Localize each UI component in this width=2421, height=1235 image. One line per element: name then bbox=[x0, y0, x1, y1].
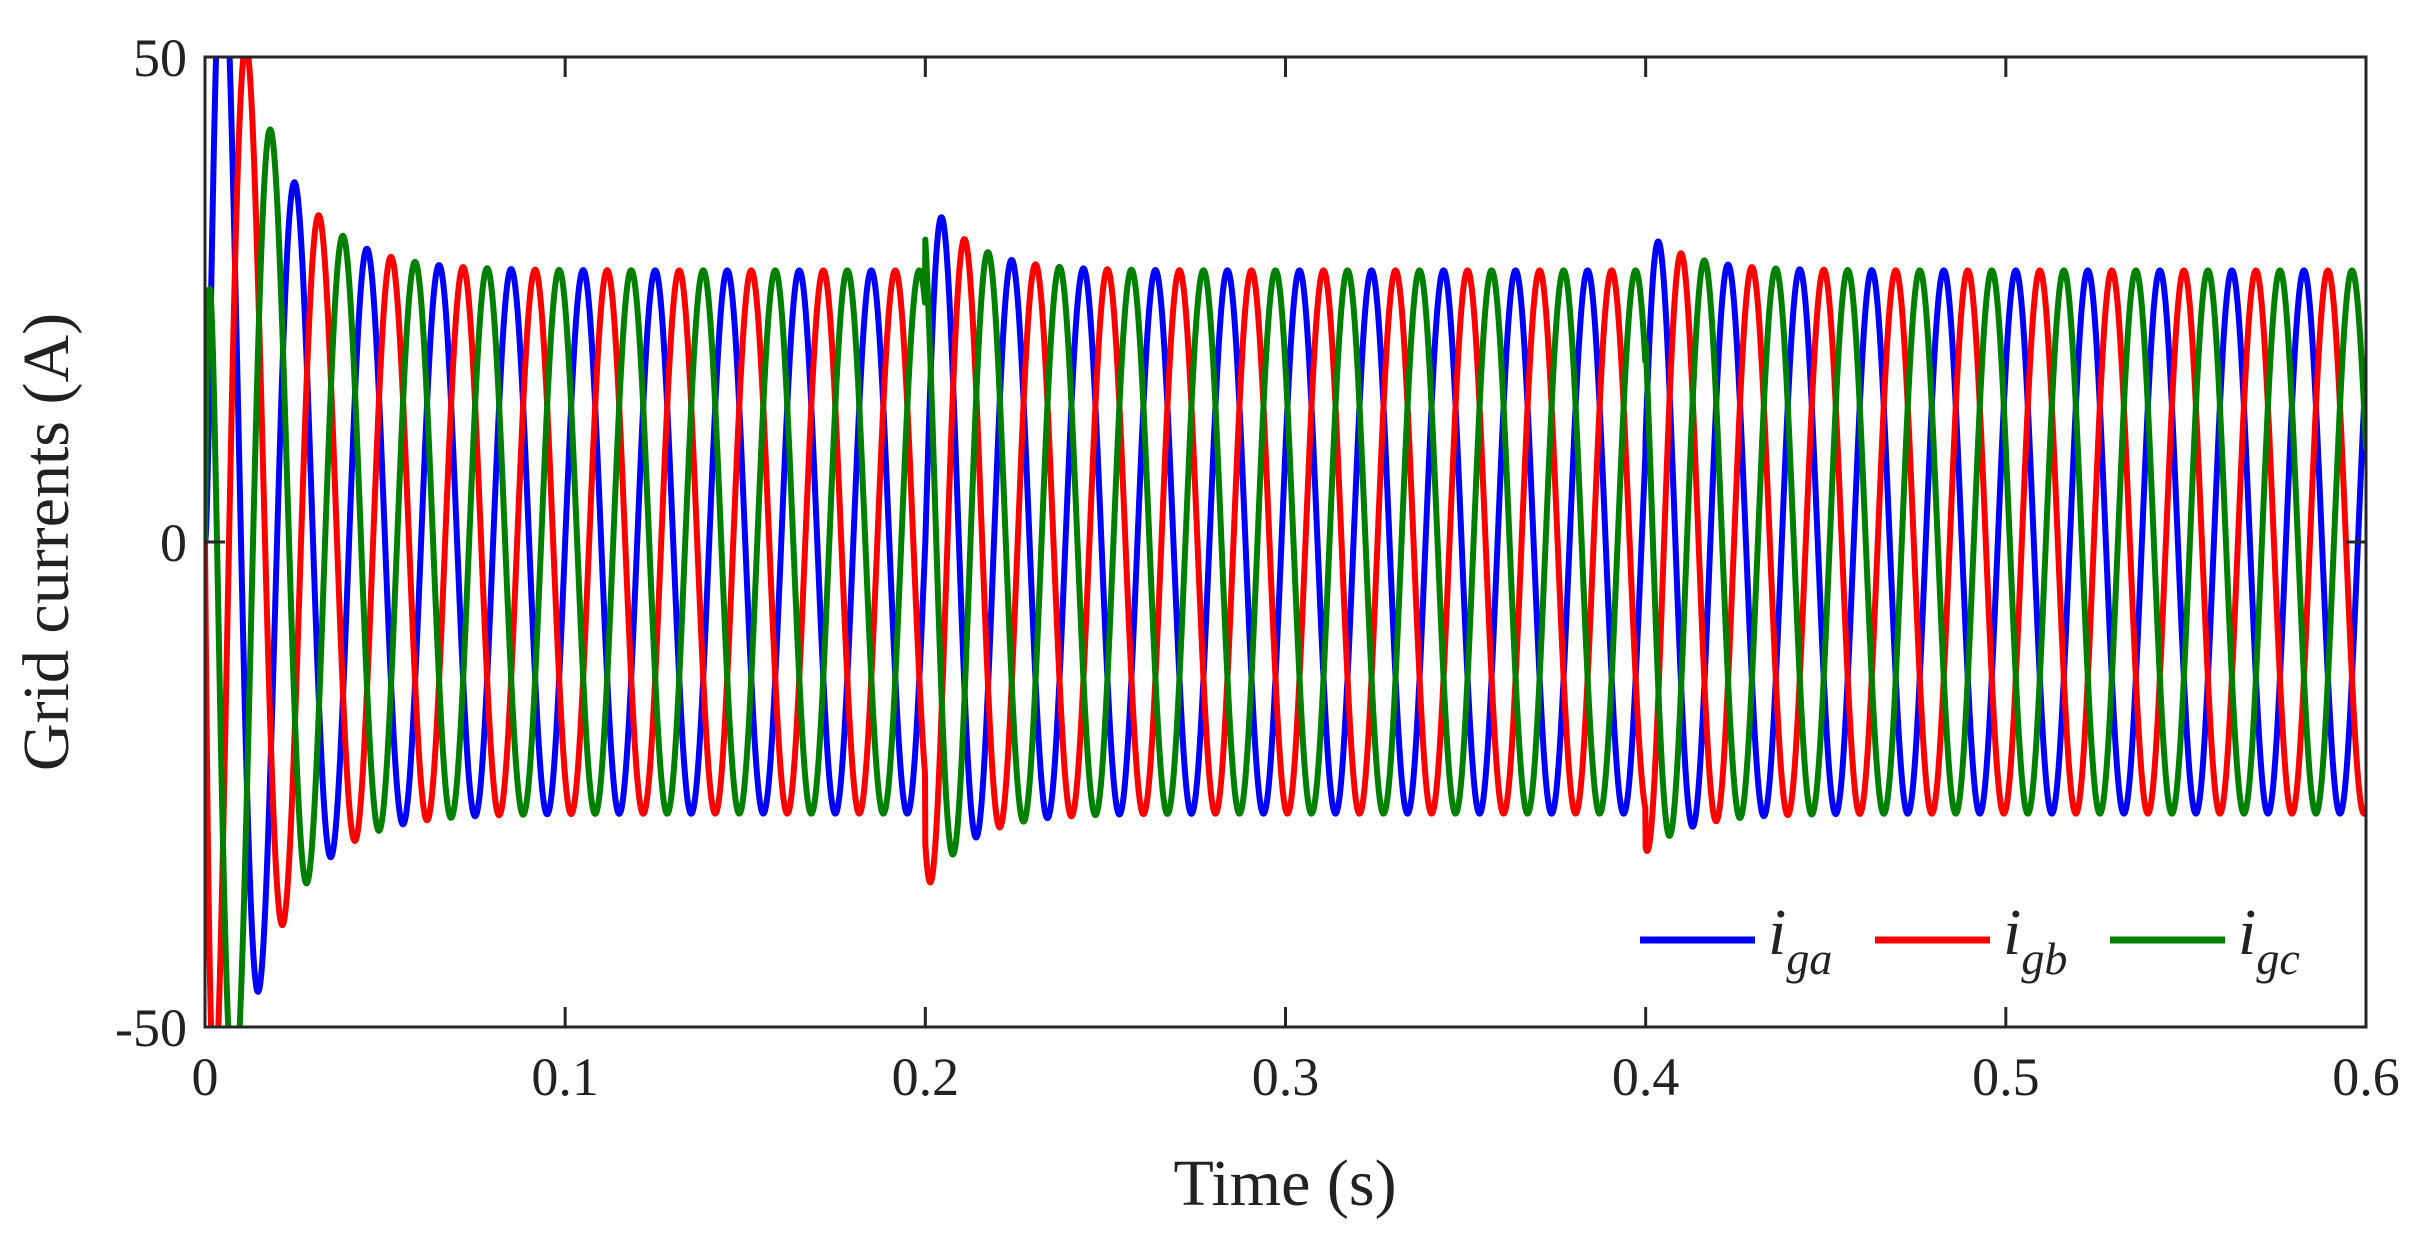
y-tick-label: -50 bbox=[115, 998, 187, 1058]
legend-label-ga: iga bbox=[1768, 896, 1832, 984]
x-axis-title: Time (s) bbox=[1173, 1147, 1396, 1220]
series-line-gc bbox=[205, 126, 2366, 1027]
y-axis-title: Grid currents (A) bbox=[10, 313, 83, 771]
x-tick-label: 0.5 bbox=[1972, 1047, 2040, 1107]
x-tick-label: 0.6 bbox=[2332, 1047, 2400, 1107]
series-line-ga bbox=[205, 57, 2366, 995]
x-tick-label: 0.1 bbox=[531, 1047, 599, 1107]
legend-label-gc: igc bbox=[2238, 896, 2300, 984]
x-tick-label: 0 bbox=[192, 1047, 219, 1107]
x-tick-label: 0.4 bbox=[1612, 1047, 1680, 1107]
x-tick-label: 0.2 bbox=[892, 1047, 960, 1107]
series-line-gb bbox=[205, 57, 2366, 1027]
y-tick-label: 50 bbox=[133, 28, 187, 88]
y-tick-label: 0 bbox=[160, 513, 187, 573]
x-tick-label: 0.3 bbox=[1252, 1047, 1320, 1107]
legend: iga igb igc bbox=[1640, 896, 2300, 984]
legend-label-gb: igb bbox=[2003, 896, 2067, 984]
